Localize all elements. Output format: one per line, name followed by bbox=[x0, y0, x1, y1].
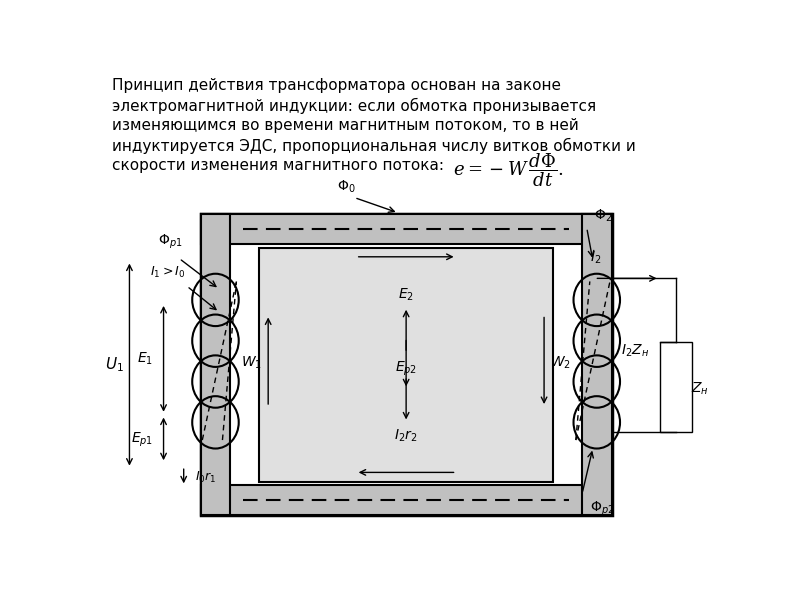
Polygon shape bbox=[201, 214, 611, 244]
Text: $e = -W\,\dfrac{d\Phi}{dt}.$: $e = -W\,\dfrac{d\Phi}{dt}.$ bbox=[453, 152, 563, 190]
Polygon shape bbox=[259, 248, 554, 482]
Text: $I_2$: $I_2$ bbox=[590, 250, 601, 266]
Text: $Φ_2$: $Φ_2$ bbox=[594, 207, 613, 224]
Text: $Φ_{p2}$: $Φ_{p2}$ bbox=[590, 499, 614, 518]
Text: $I_2Z_н$: $I_2Z_н$ bbox=[621, 343, 649, 359]
Polygon shape bbox=[201, 485, 611, 515]
Text: Принцип действия трансформатора основан на законе
электромагнитной индукции: есл: Принцип действия трансформатора основан … bbox=[112, 78, 635, 173]
Text: $I_2r_2$: $I_2r_2$ bbox=[394, 428, 418, 444]
Text: $W_1$: $W_1$ bbox=[241, 355, 262, 371]
Text: $Φ_0$: $Φ_0$ bbox=[337, 179, 356, 195]
Text: $W_2$: $W_2$ bbox=[550, 355, 571, 371]
Text: $U_1$: $U_1$ bbox=[105, 355, 123, 374]
Text: $E_1$: $E_1$ bbox=[137, 350, 153, 367]
Text: $E_2$: $E_2$ bbox=[398, 287, 414, 303]
Polygon shape bbox=[201, 214, 230, 515]
Bar bbox=[659, 341, 692, 433]
Text: $E_{p1}$: $E_{p1}$ bbox=[130, 431, 153, 449]
Text: $I_0r_1$: $I_0r_1$ bbox=[194, 470, 216, 485]
Text: $Z_н$: $Z_н$ bbox=[690, 381, 708, 397]
Text: $E_{p2}$: $E_{p2}$ bbox=[395, 359, 418, 377]
Polygon shape bbox=[582, 214, 611, 515]
Text: $Φ_{p1}$: $Φ_{p1}$ bbox=[158, 232, 182, 251]
Text: $I_1 > I_0$: $I_1 > I_0$ bbox=[150, 265, 186, 280]
